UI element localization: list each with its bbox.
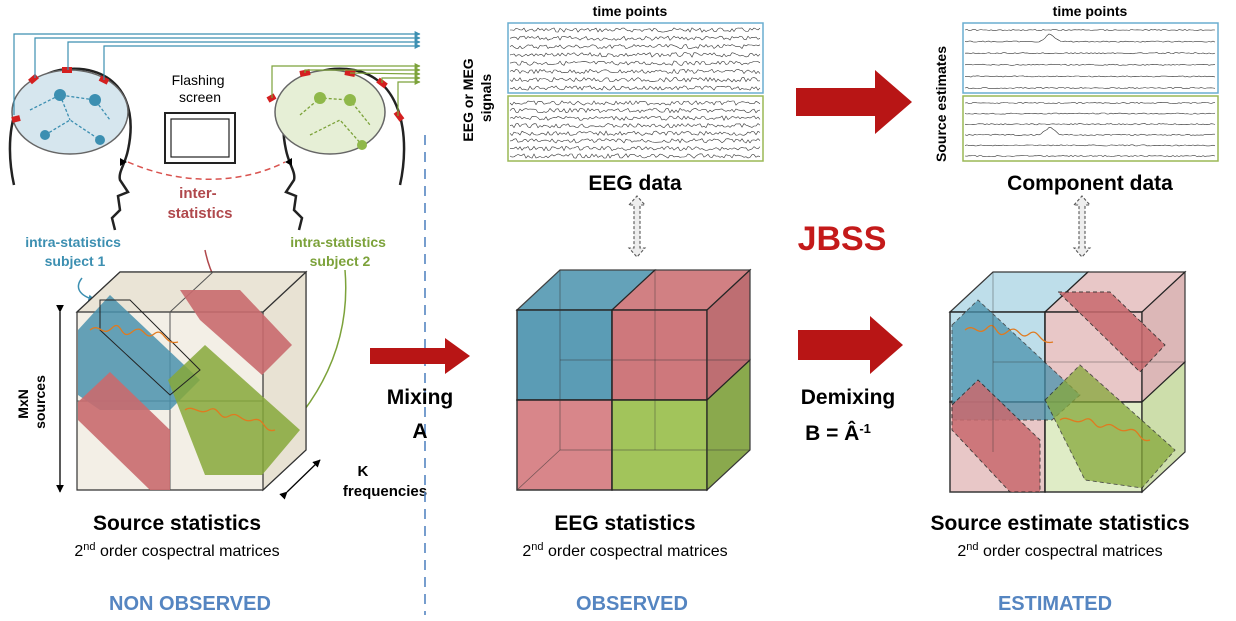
- signal-trace: [964, 63, 1216, 66]
- signal-trace: [509, 35, 761, 41]
- signal-trace: [509, 85, 761, 91]
- signal-trace: [509, 107, 761, 114]
- eeg-statistics-subtitle: 2nd order cospectral matrices: [522, 541, 727, 560]
- signal-trace: [509, 138, 761, 144]
- jbss-label: JBSS: [798, 220, 887, 258]
- signal-trace: [510, 27, 761, 33]
- signal-trace: [964, 52, 1216, 55]
- mixing-matrix-label: A: [412, 420, 427, 443]
- k-frequencies-label: K frequencies: [343, 463, 427, 500]
- demixing-formula: B = Â-1: [805, 421, 871, 446]
- signal-trace: [964, 155, 1216, 157]
- signal-trace: [964, 75, 1216, 78]
- mxn-sources-label: MxN sources: [15, 375, 48, 429]
- signal-trace: [509, 43, 761, 50]
- signal-trace: [964, 144, 1216, 147]
- signal-trace: [964, 127, 1215, 136]
- source-statistics-subtitle: 2nd order cospectral matrices: [74, 541, 279, 560]
- component-signals-subject-1-box: [962, 22, 1219, 94]
- demixing-arrow: [798, 316, 903, 374]
- section-estimated: ESTIMATED: [998, 593, 1112, 615]
- signal-lines-subject-2: [271, 63, 421, 116]
- signal-trace: [509, 52, 761, 58]
- eeg-statistics-title: EEG statistics: [554, 512, 695, 535]
- flashing-screen-label: Flashing screen: [172, 72, 229, 105]
- signal-trace: [509, 68, 761, 75]
- signal-trace: [509, 77, 761, 83]
- component-traces: [964, 29, 1216, 157]
- source-estimate-statistics-cube: [948, 270, 1187, 494]
- eeg-data-stats-link-arrow: [627, 195, 647, 258]
- head-subject-2: [266, 67, 406, 231]
- signal-trace: [509, 145, 761, 152]
- inter-statistics-label: inter- statistics: [167, 185, 232, 222]
- source-estimate-statistics-title: Source estimate statistics: [930, 512, 1189, 535]
- section-observed: OBSERVED: [576, 593, 688, 615]
- component-data-stats-link-arrow: [1072, 195, 1092, 258]
- mixing-arrow: [370, 338, 470, 374]
- signal-lines-subject-1: [13, 31, 421, 115]
- data-to-components-arrow: [796, 70, 912, 134]
- eeg-signals-subject-1-box: [507, 22, 764, 94]
- signal-trace: [964, 87, 1216, 89]
- source-statistics-cube: [56, 270, 321, 500]
- demixing-label: Demixing: [801, 386, 896, 409]
- signal-trace: [509, 115, 761, 122]
- eeg-traces: [509, 27, 761, 159]
- signal-trace: [964, 112, 1216, 115]
- signal-trace: [509, 60, 761, 66]
- eeg-statistics-cube: [515, 268, 752, 492]
- signal-trace: [964, 123, 1216, 126]
- signal-trace: [964, 102, 1216, 104]
- signal-trace: [509, 100, 761, 106]
- signal-trace: [964, 29, 1216, 31]
- source-statistics-title: Source statistics: [93, 512, 261, 535]
- head-subject-1: [8, 67, 132, 231]
- flashing-screen-icon: [164, 112, 236, 164]
- signal-trace: [509, 123, 761, 129]
- signal-trace: [509, 153, 761, 159]
- component-data-title: Component data: [1007, 172, 1173, 195]
- signal-trace: [509, 130, 761, 137]
- eeg-data-title: EEG data: [588, 172, 682, 195]
- intra-subject-1-arrow: [77, 277, 96, 302]
- eeg-signals-subject-2-box: [507, 95, 764, 162]
- gaze-line: [127, 161, 286, 180]
- time-points-label-eeg: time points: [593, 3, 668, 19]
- intra-statistics-subject-2-label: intra-statistics subject 2: [290, 234, 390, 269]
- component-signals-subject-2-box: [962, 95, 1219, 162]
- mixing-label: Mixing: [387, 386, 454, 409]
- eeg-meg-signals-label: EEG or MEG signals: [460, 54, 494, 141]
- time-points-label-components: time points: [1053, 3, 1128, 19]
- signal-trace: [964, 33, 1216, 43]
- source-estimate-statistics-subtitle: 2nd order cospectral matrices: [957, 541, 1162, 560]
- intra-statistics-subject-1-label: intra-statistics subject 1: [25, 234, 125, 269]
- source-estimates-label: Source estimates: [933, 46, 949, 162]
- section-non-observed: NON OBSERVED: [109, 593, 271, 615]
